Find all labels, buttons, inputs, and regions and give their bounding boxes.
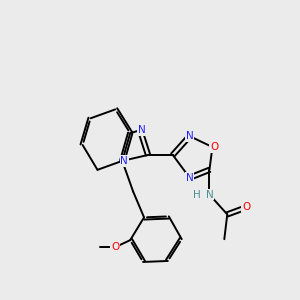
Text: N: N [120,156,128,166]
Text: N: N [138,125,146,135]
Text: H: H [193,190,200,200]
Text: O: O [210,142,218,152]
Text: O: O [111,242,119,252]
Text: N: N [206,190,213,200]
Text: N: N [186,173,194,183]
Text: O: O [242,202,250,212]
Text: N: N [186,131,194,141]
